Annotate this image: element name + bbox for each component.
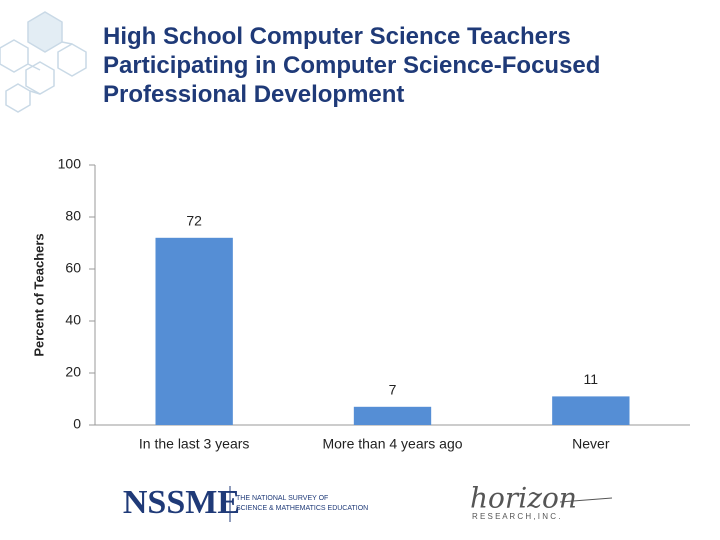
bar: [552, 396, 630, 425]
data-label: 72: [186, 213, 202, 229]
x-tick-label: Never: [572, 436, 610, 452]
chart-title: High School Computer Science Teachers Pa…: [103, 23, 601, 108]
logo-caption: THE NATIONAL SURVEY OF: [236, 495, 328, 502]
y-axis-label: Percent of Teachers: [31, 233, 46, 356]
y-tick-label: 0: [73, 416, 81, 432]
decoration: [0, 11, 87, 113]
data-label: 11: [584, 371, 599, 387]
y-tick-label: 20: [65, 364, 81, 380]
footer-logo: NSSME: [123, 484, 240, 521]
partner-caption: R E S E A R C H , I N C .: [472, 512, 560, 521]
y-tick-label: 80: [65, 208, 81, 224]
data-label: 7: [389, 382, 397, 398]
y-tick-label: 60: [65, 260, 81, 276]
partner-logo: horizon: [470, 482, 577, 515]
x-tick-label: In the last 3 years: [139, 436, 250, 452]
logo-caption: SCIENCE & MATHEMATICS EDUCATION: [236, 505, 368, 512]
bar: [353, 406, 432, 425]
y-tick-label: 100: [58, 156, 82, 172]
partner-swash: [559, 497, 613, 503]
bar: [155, 237, 233, 425]
x-tick-label: More than 4 years ago: [322, 436, 462, 452]
y-tick-label: 40: [65, 312, 81, 328]
